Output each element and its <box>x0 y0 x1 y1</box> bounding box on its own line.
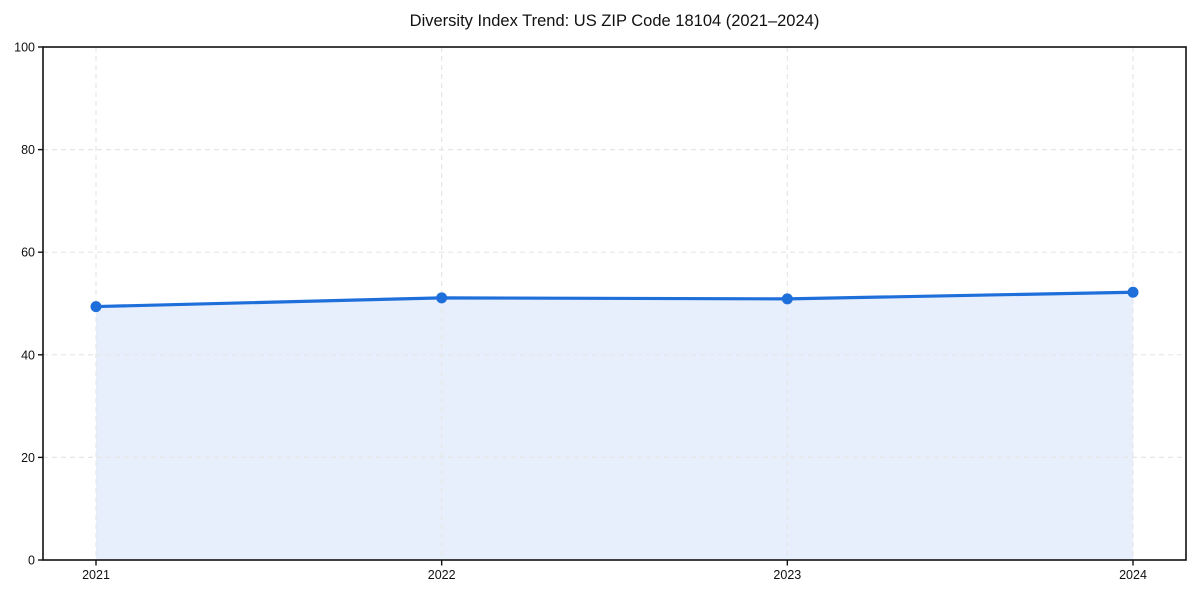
x-tick-label-2024: 2024 <box>1119 568 1147 582</box>
x-tick-label-2023: 2023 <box>773 568 801 582</box>
data-point-2023 <box>781 293 793 305</box>
data-point-2022 <box>436 292 448 304</box>
y-tick-label-100: 100 <box>14 41 35 55</box>
axes-frame <box>42 46 1187 561</box>
data-point-2024 <box>1127 286 1139 298</box>
y-tick-label-40: 40 <box>21 348 35 362</box>
data-point-2021 <box>90 301 102 313</box>
y-tick-label-60: 60 <box>21 246 35 260</box>
trend-line <box>94 290 1135 309</box>
y-tick-label-0: 0 <box>28 554 35 568</box>
x-tick-label-2021: 2021 <box>82 568 110 582</box>
y-tick-label-20: 20 <box>21 451 35 465</box>
chart-title: Diversity Index Trend: US ZIP Code 18104… <box>409 12 820 30</box>
x-tick-label-2022: 2022 <box>428 568 456 582</box>
area-fill <box>96 292 1133 560</box>
y-tick-label-80: 80 <box>21 143 35 157</box>
